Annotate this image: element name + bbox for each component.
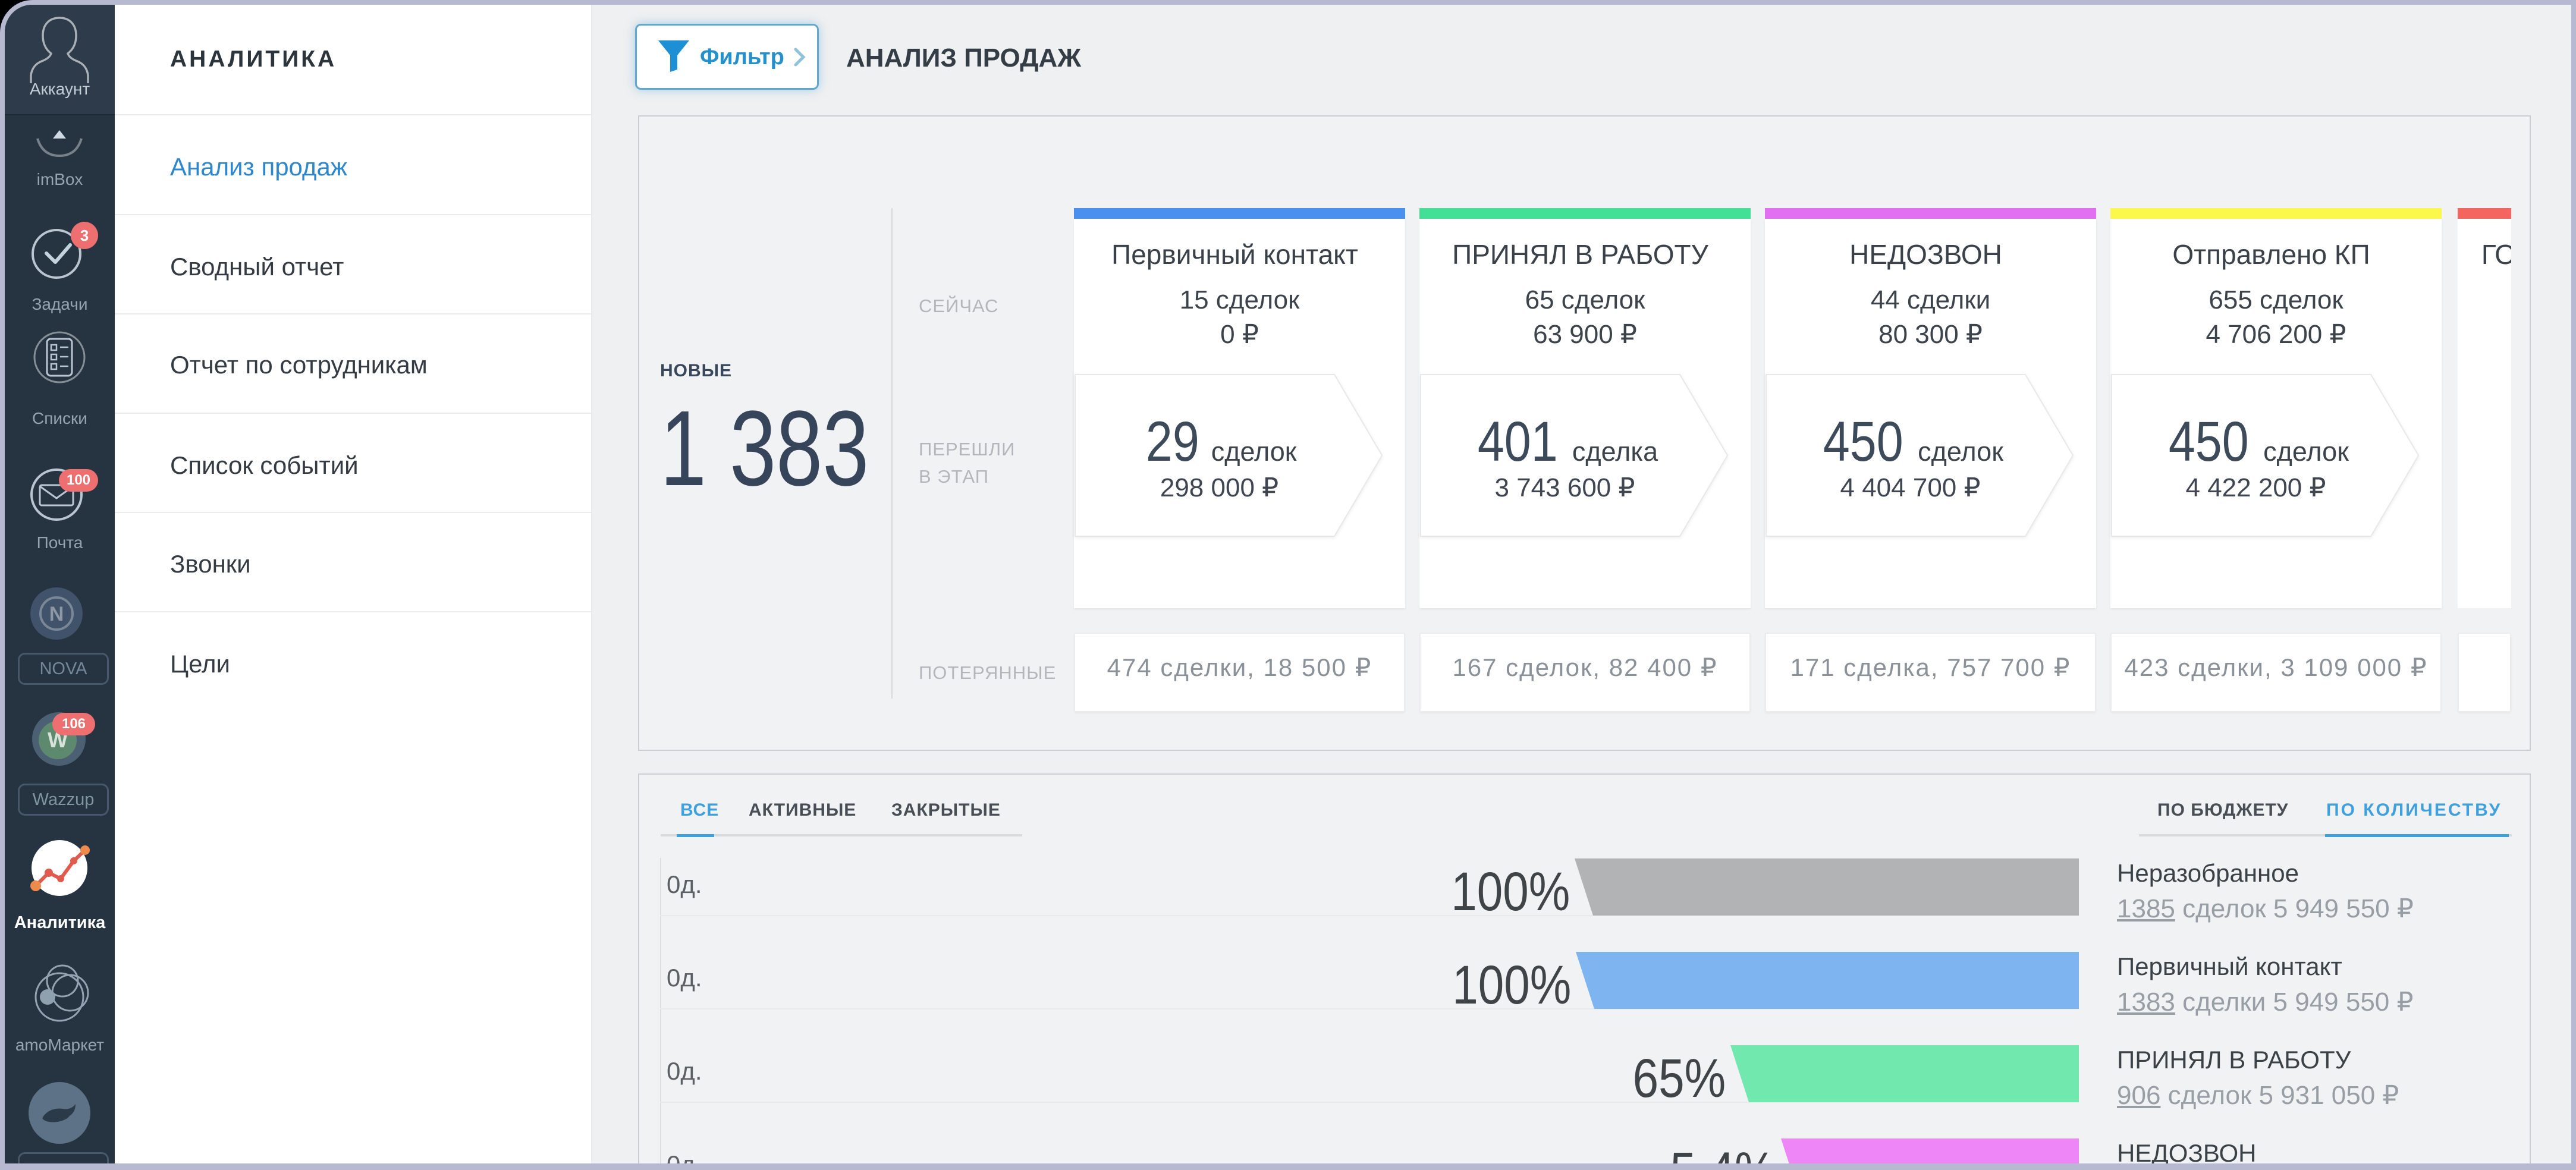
svg-text:N: N [49,603,64,625]
